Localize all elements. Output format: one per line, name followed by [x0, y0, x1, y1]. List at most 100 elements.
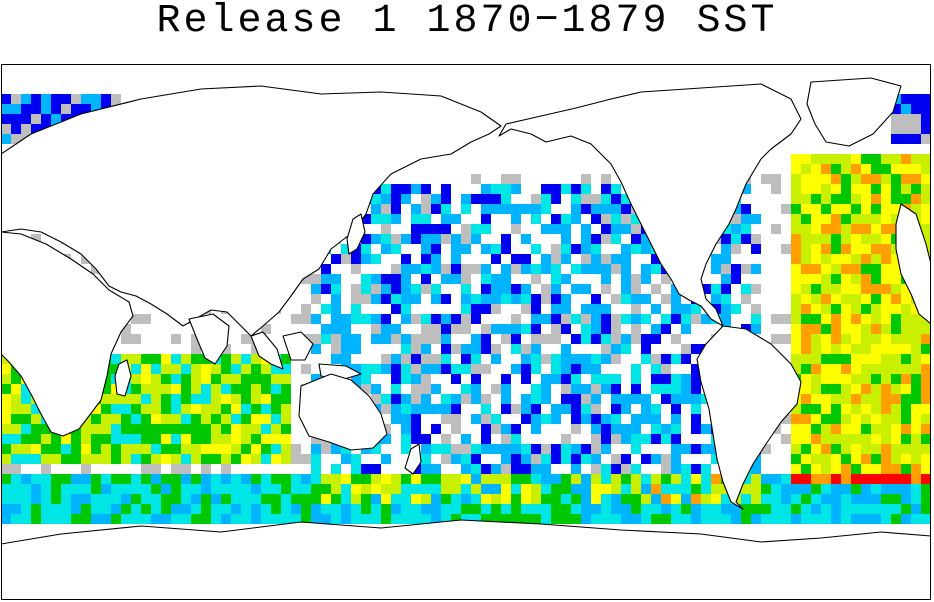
observation-cell: [511, 204, 521, 214]
observation-cell: [481, 274, 491, 284]
observation-cell: [461, 454, 471, 464]
observation-cell: [11, 464, 21, 474]
observation-cell: [151, 394, 161, 404]
observation-cell: [31, 404, 41, 414]
observation-cell: [821, 454, 831, 464]
observation-cell: [891, 454, 901, 464]
observation-cell: [911, 154, 921, 164]
observation-cell: [841, 494, 851, 504]
observation-cell: [811, 484, 821, 494]
observation-cell: [231, 374, 241, 384]
observation-cell: [821, 304, 831, 314]
observation-cell: [821, 414, 831, 424]
observation-cell: [741, 184, 751, 194]
observation-cell: [891, 104, 901, 114]
observation-cell: [151, 374, 161, 384]
observation-cell: [481, 204, 491, 214]
observation-cell: [551, 214, 561, 224]
observation-cell: [881, 454, 891, 464]
observation-cell: [301, 454, 311, 464]
observation-cell: [411, 184, 421, 194]
observation-cell: [551, 494, 561, 504]
observation-cell: [531, 474, 541, 484]
observation-cell: [391, 294, 401, 304]
observation-cell: [891, 324, 901, 334]
observation-cell: [391, 234, 401, 244]
observation-cell: [401, 424, 411, 434]
observation-cell: [571, 284, 581, 294]
observation-cell: [251, 434, 261, 444]
observation-cell: [711, 514, 721, 524]
observation-cell: [801, 474, 811, 484]
observation-cell: [521, 484, 531, 494]
observation-cell: [831, 464, 841, 474]
observation-cell: [181, 454, 191, 464]
observation-cell: [361, 254, 371, 264]
observation-cell: [771, 174, 781, 184]
observation-cell: [721, 294, 731, 304]
observation-cell: [491, 184, 501, 194]
observation-cell: [671, 294, 681, 304]
observation-cell: [581, 244, 591, 254]
observation-cell: [611, 324, 621, 334]
observation-cell: [151, 414, 161, 424]
observation-cell: [581, 474, 591, 484]
observation-cell: [271, 384, 281, 394]
observation-cell: [801, 484, 811, 494]
observation-cell: [1, 434, 11, 444]
observation-cell: [481, 404, 491, 414]
observation-cell: [901, 134, 911, 144]
observation-cell: [561, 454, 571, 464]
observation-cell: [41, 104, 51, 114]
observation-cell: [251, 484, 261, 494]
observation-cell: [61, 114, 71, 124]
observation-cell: [801, 464, 811, 474]
observation-cell: [221, 514, 231, 524]
observation-cell: [581, 334, 591, 344]
observation-cell: [481, 394, 491, 404]
observation-cell: [431, 464, 441, 474]
observation-cell: [101, 414, 111, 424]
observation-cell: [801, 294, 811, 304]
observation-cell: [81, 444, 91, 454]
observation-cell: [621, 344, 631, 354]
observation-cell: [141, 414, 151, 424]
observation-cell: [541, 264, 551, 274]
observation-cell: [831, 234, 841, 244]
observation-cell: [521, 204, 531, 214]
observation-cell: [511, 504, 521, 514]
observation-cell: [411, 474, 421, 484]
observation-cell: [171, 434, 181, 444]
observation-cell: [661, 394, 671, 404]
observation-cell: [811, 304, 821, 314]
observation-cell: [871, 334, 881, 344]
observation-cell: [811, 174, 821, 184]
observation-cell: [651, 254, 661, 264]
observation-cell: [211, 514, 221, 524]
observation-cell: [371, 384, 381, 394]
observation-cell: [851, 184, 861, 194]
observation-cell: [211, 404, 221, 414]
observation-cell: [171, 354, 181, 364]
observation-cell: [871, 404, 881, 414]
observation-cell: [451, 274, 461, 284]
observation-cell: [681, 374, 691, 384]
observation-cell: [211, 394, 221, 404]
observation-cell: [621, 294, 631, 304]
observation-cell: [141, 314, 151, 324]
observation-cell: [811, 404, 821, 414]
observation-cell: [91, 104, 101, 114]
observation-cell: [771, 504, 781, 514]
observation-cell: [631, 434, 641, 444]
observation-cell: [561, 394, 571, 404]
observation-cell: [801, 184, 811, 194]
observation-cell: [261, 444, 271, 454]
observation-cell: [151, 434, 161, 444]
observation-cell: [11, 424, 21, 434]
observation-cell: [21, 494, 31, 504]
observation-cell: [181, 504, 191, 514]
observation-cell: [471, 384, 481, 394]
observation-cell: [911, 374, 921, 384]
observation-cell: [381, 504, 391, 514]
observation-cell: [841, 394, 851, 404]
